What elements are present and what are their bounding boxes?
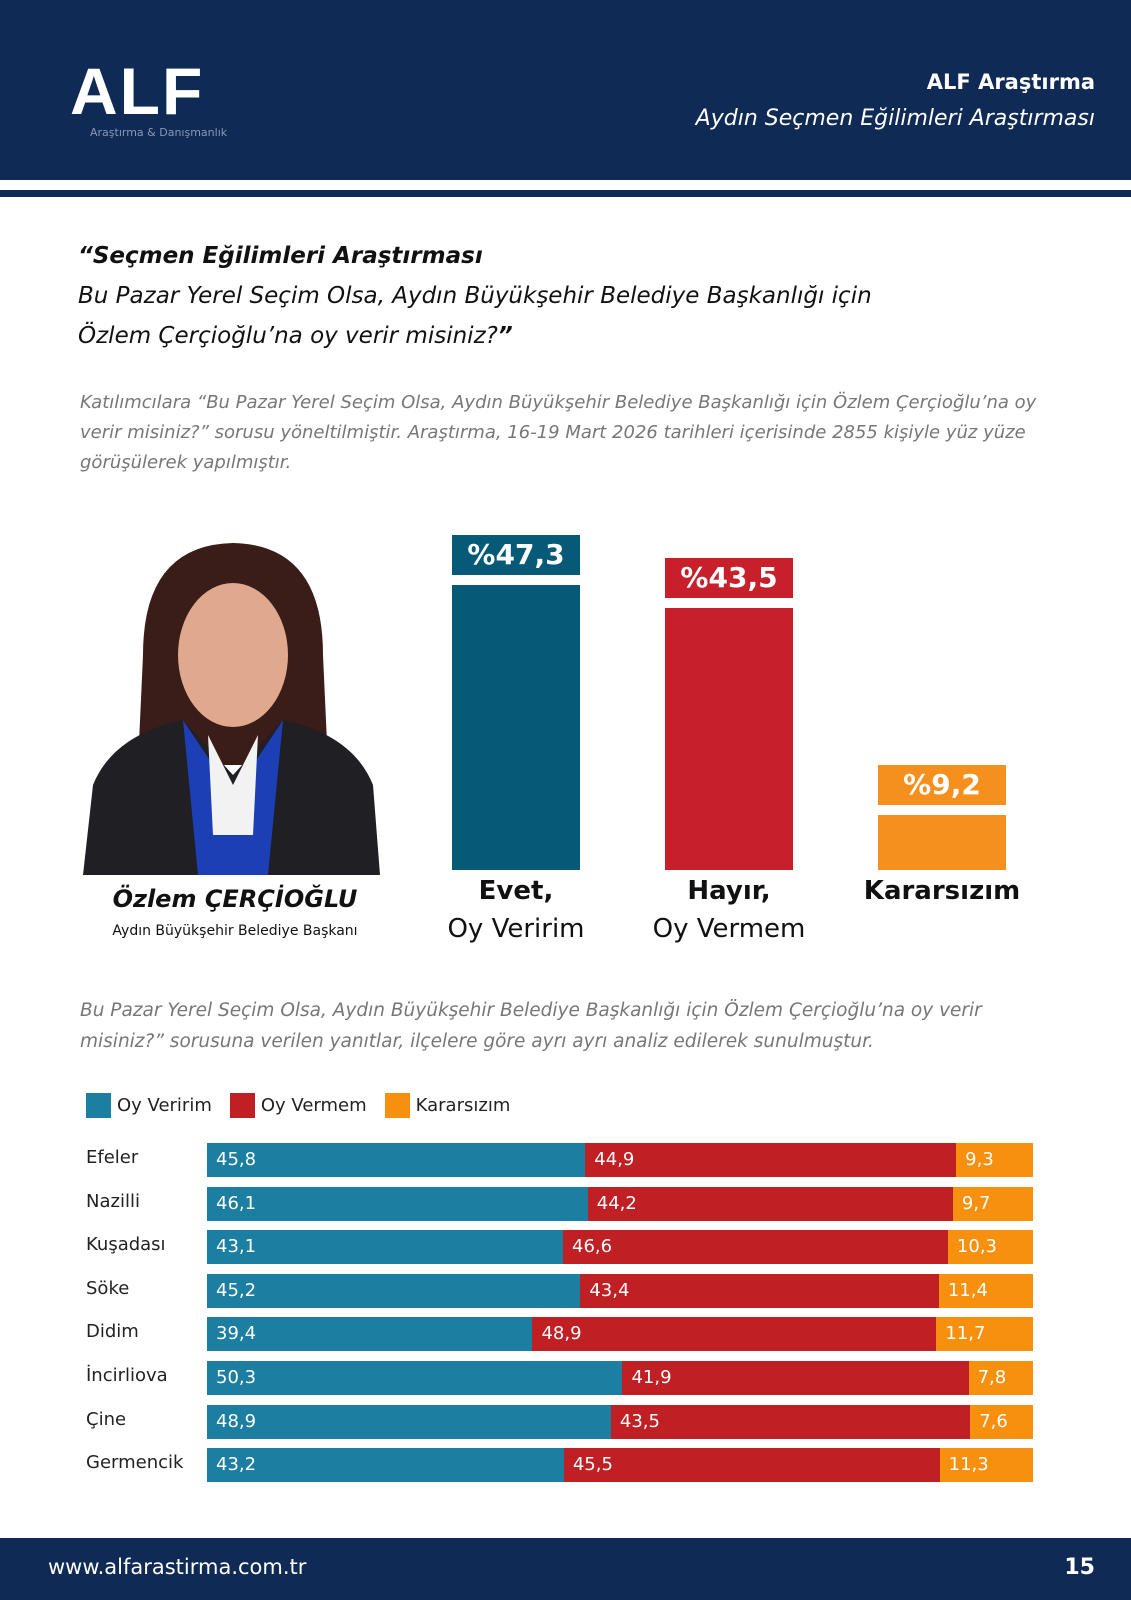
row-label: Kuşadası	[86, 1234, 166, 1256]
category-rest: Oy Vermem	[652, 914, 806, 944]
question-line-3: Özlem Çerçioğlu’na oy verir misiniz?	[78, 323, 498, 349]
legend-item-oy-vermem: Oy Vermem	[229, 1093, 367, 1118]
segment-oy-vermem: 44,2	[587, 1186, 953, 1221]
question-title: “Seçmen Eğilimleri Araştırması Bu Pazar …	[78, 236, 1078, 356]
bar-2	[878, 814, 1006, 870]
segment-oy-veririm: 45,8	[207, 1143, 586, 1177]
description: Katılımcılara “Bu Pazar Yerel Seçim Olsa…	[80, 392, 1037, 473]
segment-oy-veririm: 50,3	[207, 1361, 623, 1395]
bar-value-label: %9,2	[878, 764, 1006, 805]
district-description: Bu Pazar Yerel Seçim Olsa, Aydın Büyükşe…	[80, 1000, 982, 1052]
legend-item-oy-veririm: Oy Veririm	[86, 1093, 212, 1118]
logo: ALF	[70, 54, 205, 128]
category-bold: Evet,	[478, 876, 554, 906]
row-label: Efeler	[86, 1147, 139, 1168]
candidate-photo	[83, 535, 380, 875]
segment-kararsızım: 7,6	[970, 1404, 1033, 1439]
segment-oy-vermem: 43,4	[580, 1273, 939, 1308]
row-label: Didim	[86, 1321, 139, 1343]
category-label: Kararsızım	[832, 872, 1052, 910]
segment-oy-veririm: 43,1	[207, 1230, 563, 1265]
segment-oy-vermem: 44,9	[585, 1143, 957, 1177]
category-label: Evet, Oy Veririm	[406, 872, 626, 948]
segment-kararsızım: 11,4	[938, 1273, 1033, 1308]
category-label: Hayır, Oy Vermem	[619, 872, 839, 948]
segment-oy-veririm: 48,9	[207, 1404, 611, 1439]
candidate-role: Aydın Büyükşehir Belediye Başkanı	[112, 923, 358, 939]
legend-label: Kararsızım	[415, 1095, 511, 1116]
legend-swatch	[384, 1093, 410, 1118]
header-subtitle: Aydın Seçmen Eğilimleri Araştırması	[695, 106, 1095, 131]
legend-label: Oy Vermem	[260, 1095, 367, 1116]
row-label: İncirliova	[86, 1365, 168, 1386]
bar-1	[665, 607, 793, 870]
segment-kararsızım: 11,7	[936, 1317, 1033, 1352]
segment-oy-vermem: 45,5	[563, 1448, 940, 1483]
legend-label: Oy Veririm	[117, 1095, 212, 1116]
row-label: Söke	[86, 1277, 130, 1299]
row-label: Germencik	[86, 1452, 184, 1474]
legend-swatch	[86, 1093, 111, 1118]
bar-0	[452, 584, 580, 870]
footer: www.alfarastirma.com.tr 15	[0, 1538, 1131, 1600]
segment-oy-vermem: 43,5	[610, 1404, 971, 1439]
question-line-2: Bu Pazar Yerel Seçim Olsa, Aydın Büyükşe…	[78, 283, 872, 309]
legend: Oy Veririm Oy Vermem Kararsızım	[86, 1093, 510, 1118]
logo-subtitle: Araştırma & Danışmanlık	[90, 126, 228, 139]
candidate-name: Özlem ÇERÇİOĞLU	[112, 885, 358, 913]
segment-oy-veririm: 45,2	[207, 1273, 581, 1308]
header-title: ALF Araştırma	[926, 70, 1095, 94]
row-label: Nazilli	[86, 1190, 140, 1212]
page-number: 15	[1064, 1555, 1095, 1580]
segment-oy-vermem: 41,9	[622, 1361, 969, 1395]
legend-swatch	[229, 1093, 255, 1118]
bar-value-label: %43,5	[665, 557, 793, 598]
segment-oy-veririm: 43,2	[207, 1448, 564, 1483]
segment-kararsızım: 9,7	[952, 1186, 1033, 1221]
category-bold: Hayır,	[687, 876, 771, 906]
header: ALF Araştırma & Danışmanlık ALF Araştırm…	[0, 0, 1131, 180]
bar-value-label: %47,3	[452, 534, 580, 575]
divider	[0, 190, 1131, 197]
segment-oy-vermem: 46,6	[563, 1230, 948, 1265]
question-line-1: “Seçmen Eğilimleri Araştırması	[78, 243, 483, 269]
question-close: ”	[497, 323, 513, 349]
category-bold: Kararsızım	[863, 876, 1021, 906]
segment-kararsızım: 11,3	[939, 1448, 1033, 1483]
segment-oy-veririm: 39,4	[207, 1317, 533, 1352]
category-rest: Oy Veririm	[447, 914, 585, 944]
row-label: Çine	[86, 1408, 127, 1430]
segment-oy-vermem: 48,9	[532, 1317, 937, 1352]
segment-kararsızım: 9,3	[956, 1143, 1033, 1177]
segment-kararsızım: 10,3	[947, 1230, 1033, 1265]
legend-item-kararsizim: Kararsızım	[384, 1093, 511, 1118]
segment-oy-veririm: 46,1	[207, 1186, 588, 1221]
segment-kararsızım: 7,8	[968, 1361, 1033, 1395]
website-link[interactable]: www.alfarastirma.com.tr	[48, 1555, 307, 1579]
